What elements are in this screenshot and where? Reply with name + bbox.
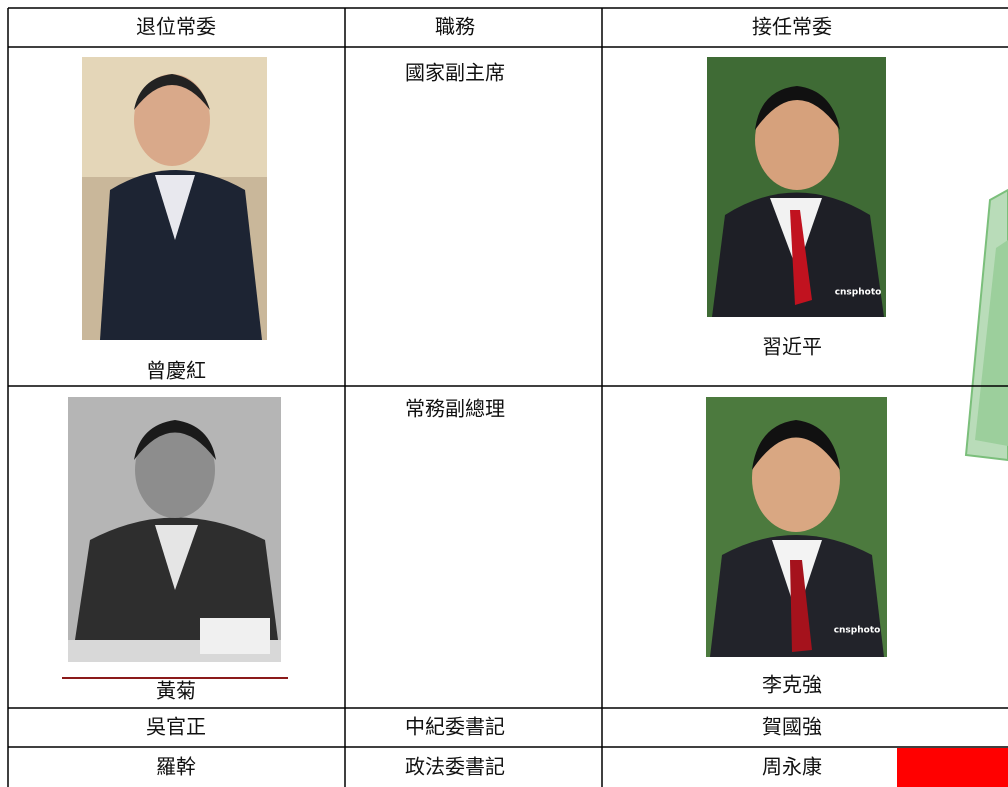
name-cell: 黃菊 bbox=[156, 679, 196, 703]
photo bbox=[68, 397, 281, 662]
photo bbox=[82, 57, 267, 340]
name-cell: 習近平 bbox=[762, 335, 822, 359]
position-cell: 中紀委書記 bbox=[405, 715, 505, 739]
position-cell: 國家副主席 bbox=[405, 61, 505, 85]
name-cell: 賀國強 bbox=[762, 715, 822, 739]
photo: cnsphoto bbox=[707, 57, 886, 317]
watermark: cnsphoto bbox=[834, 626, 881, 636]
watermark: cnsphoto bbox=[835, 288, 882, 298]
decoration bbox=[964, 188, 1008, 462]
name-cell: 周永康 bbox=[762, 755, 822, 779]
header-cell: 接任常委 bbox=[752, 15, 832, 39]
photo: cnsphoto bbox=[706, 397, 887, 657]
position-cell: 政法委書記 bbox=[405, 755, 505, 779]
table-grid bbox=[7, 7, 1008, 787]
header-cell: 職務 bbox=[435, 15, 475, 39]
red-block bbox=[897, 748, 1008, 787]
name-cell: 曾慶紅 bbox=[146, 359, 206, 383]
name-cell: 李克強 bbox=[762, 673, 822, 697]
name-cell: 羅幹 bbox=[156, 755, 196, 779]
name-cell: 吳官正 bbox=[146, 715, 206, 739]
header-cell: 退位常委 bbox=[136, 15, 216, 39]
position-cell: 常務副總理 bbox=[405, 397, 505, 421]
